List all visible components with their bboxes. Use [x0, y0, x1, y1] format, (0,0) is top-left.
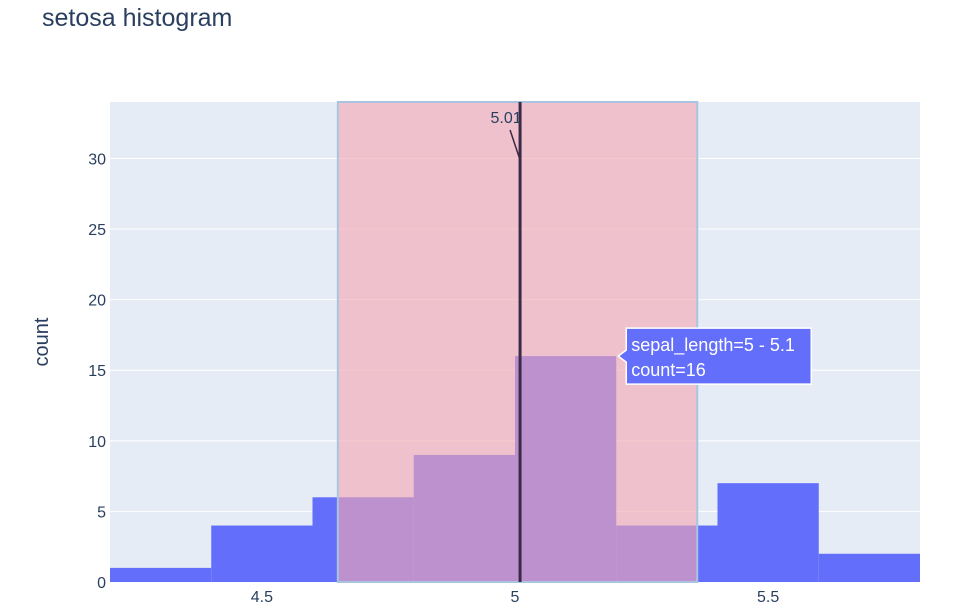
y-axis-label: count — [31, 317, 53, 366]
y-tick-label: 30 — [88, 151, 106, 168]
tooltip-range-text: sepal_length=5 - 5.1 — [631, 335, 795, 356]
y-tick-label: 15 — [88, 363, 106, 380]
y-tick-label: 0 — [97, 575, 106, 592]
y-tick-label: 5 — [97, 504, 106, 521]
tooltip-box — [617, 327, 812, 385]
histogram-bar — [211, 525, 313, 582]
hover-tooltip: sepal_length=5 - 5.1 count=16 — [617, 327, 812, 385]
x-tick-label: 5.5 — [757, 589, 779, 606]
mean-annotation-arrow — [509, 129, 521, 161]
mean-annotation-label: 5.01 — [490, 110, 521, 127]
y-axis-ticks: 0 5 10 15 20 25 30 — [88, 151, 106, 592]
y-tick-label: 25 — [88, 222, 106, 239]
chart-title: setosa histogram — [42, 4, 232, 32]
histogram-bar — [110, 567, 212, 582]
y-tick-label: 20 — [88, 293, 106, 310]
y-tick-label: 10 — [88, 434, 106, 451]
x-axis-ticks: 4.5 5 5.5 — [251, 589, 780, 606]
x-tick-label: 5 — [511, 589, 520, 606]
tooltip-count-text: count=16 — [631, 360, 706, 380]
histogram-bar — [818, 553, 920, 582]
histogram-bar — [717, 483, 819, 582]
x-tick-label: 4.5 — [251, 589, 273, 606]
